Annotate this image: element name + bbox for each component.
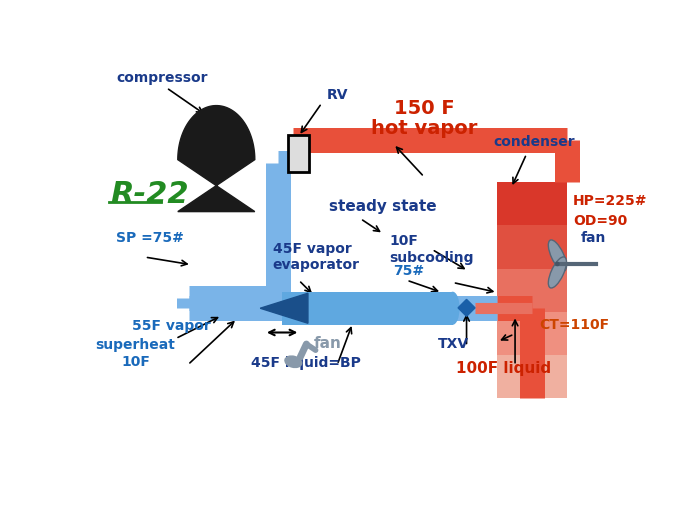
Text: 10F
subcooling: 10F subcooling — [389, 235, 474, 265]
Text: CT=110F: CT=110F — [540, 318, 610, 332]
Bar — [281, 292, 453, 325]
Bar — [497, 355, 567, 398]
Bar — [497, 312, 567, 355]
Text: steady state: steady state — [330, 199, 437, 214]
Text: TXV: TXV — [438, 337, 469, 351]
Text: SP =75#: SP =75# — [116, 230, 184, 245]
Polygon shape — [260, 293, 308, 323]
Text: compressor: compressor — [117, 71, 208, 85]
Text: 100F liquid: 100F liquid — [456, 361, 551, 376]
Text: condenser: condenser — [494, 135, 575, 149]
Text: R-22: R-22 — [111, 180, 190, 209]
Circle shape — [555, 261, 560, 266]
Text: HP=225#: HP=225# — [573, 194, 648, 208]
Text: fan: fan — [580, 230, 606, 245]
Text: 75#: 75# — [393, 264, 424, 278]
Bar — [288, 134, 309, 172]
Ellipse shape — [446, 292, 460, 325]
Ellipse shape — [548, 240, 566, 271]
Text: OD=90: OD=90 — [573, 214, 627, 228]
Bar — [497, 225, 567, 269]
Bar — [497, 182, 567, 225]
Text: fan: fan — [314, 336, 342, 351]
Text: 45F vapor
evaporator: 45F vapor evaporator — [272, 242, 360, 272]
Bar — [497, 269, 567, 312]
Text: 150 F
hot vapor: 150 F hot vapor — [371, 99, 477, 139]
Text: 45F liquid=BP: 45F liquid=BP — [251, 356, 361, 370]
Text: RV: RV — [326, 88, 348, 102]
Polygon shape — [178, 106, 255, 212]
Text: 55F vapor: 55F vapor — [132, 319, 210, 333]
Polygon shape — [458, 299, 475, 317]
Ellipse shape — [548, 257, 566, 288]
Ellipse shape — [284, 355, 302, 368]
Text: superheat
10F: superheat 10F — [95, 339, 176, 369]
